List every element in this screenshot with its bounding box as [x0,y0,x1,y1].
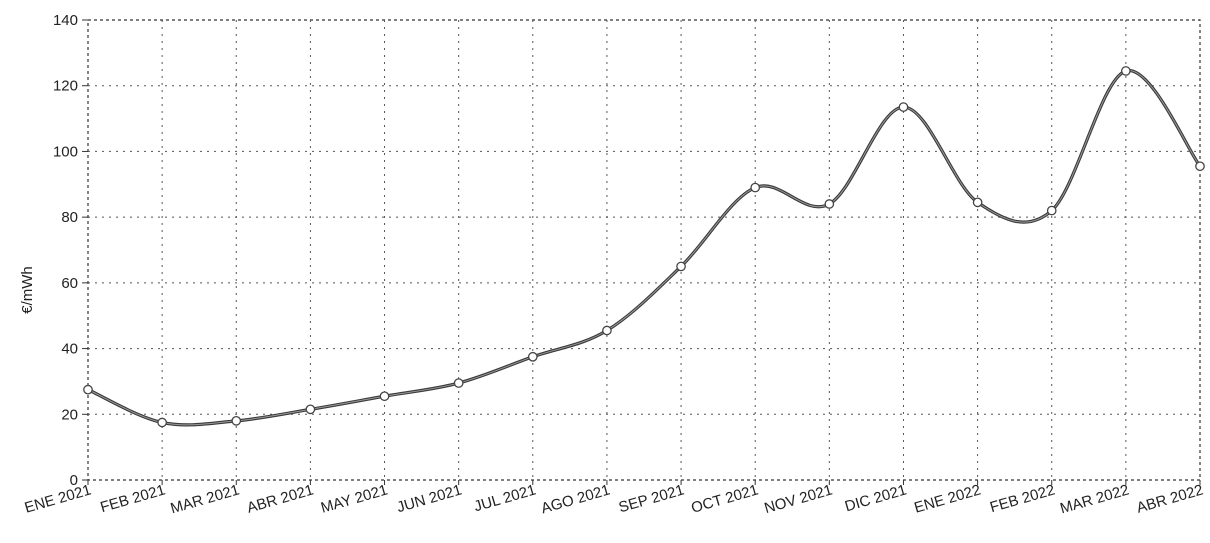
data-point [527,351,538,362]
data-point [1121,66,1131,76]
data-point [83,384,93,395]
x-tick-label: ABR 2022 [1135,482,1205,517]
x-tick-label: ENE 2021 [23,482,93,517]
x-tick-label: NOV 2021 [762,482,834,518]
data-point [602,325,612,336]
data-point [231,416,242,426]
y-tick-label: 60 [61,275,78,292]
x-tick-label: MAR 2022 [1058,482,1131,518]
x-tick-label: FEB 2022 [988,482,1057,517]
data-point [1195,161,1205,172]
data-point [750,182,761,193]
x-tick-label: FEB 2021 [98,482,167,517]
data-point [1046,205,1057,216]
y-tick-label: 140 [53,12,78,29]
y-tick-label: 100 [53,143,78,160]
data-point [972,197,983,208]
x-tick-label: ABR 2021 [245,482,315,517]
grid [88,20,1200,480]
data-point [305,404,316,415]
series-line [86,69,1202,427]
series-group [86,69,1202,427]
x-axis-ticks: ENE 2021 FEB 2021 MAR 2021 ABR 2021 MAY 2021… [23,480,1205,517]
points-group [83,66,1205,428]
x-tick-label: DIC 2021 [843,482,909,516]
data-point [157,417,167,428]
x-tick-label: ENE 2022 [912,482,982,517]
data-point [676,261,686,272]
x-tick-label: JUN 2021 [395,482,464,517]
x-tick-label: JUL 2021 [472,482,538,516]
data-point [898,102,909,112]
plot-frame [87,19,1201,481]
y-tick-label: 0 [70,472,78,489]
x-tick-label: MAY 2021 [319,482,390,517]
data-point [453,378,464,388]
x-tick-label: MAR 2021 [169,482,242,518]
series-line-highlight [87,70,1201,426]
x-tick-label: AGO 2021 [539,482,612,518]
x-tick-label: SEP 2021 [617,482,686,517]
y-tick-label: 40 [61,341,78,358]
y-tick-label: 80 [61,209,78,226]
y-tick-label: 120 [53,78,78,95]
x-tick-label: OCT 2021 [689,482,760,517]
y-axis-ticks: 0 20 40 60 80 100 120 140 [53,12,88,489]
y-axis-label: €/mWh [19,266,36,314]
data-point [379,391,390,402]
y-tick-label: 20 [61,406,78,423]
data-point [824,199,835,209]
